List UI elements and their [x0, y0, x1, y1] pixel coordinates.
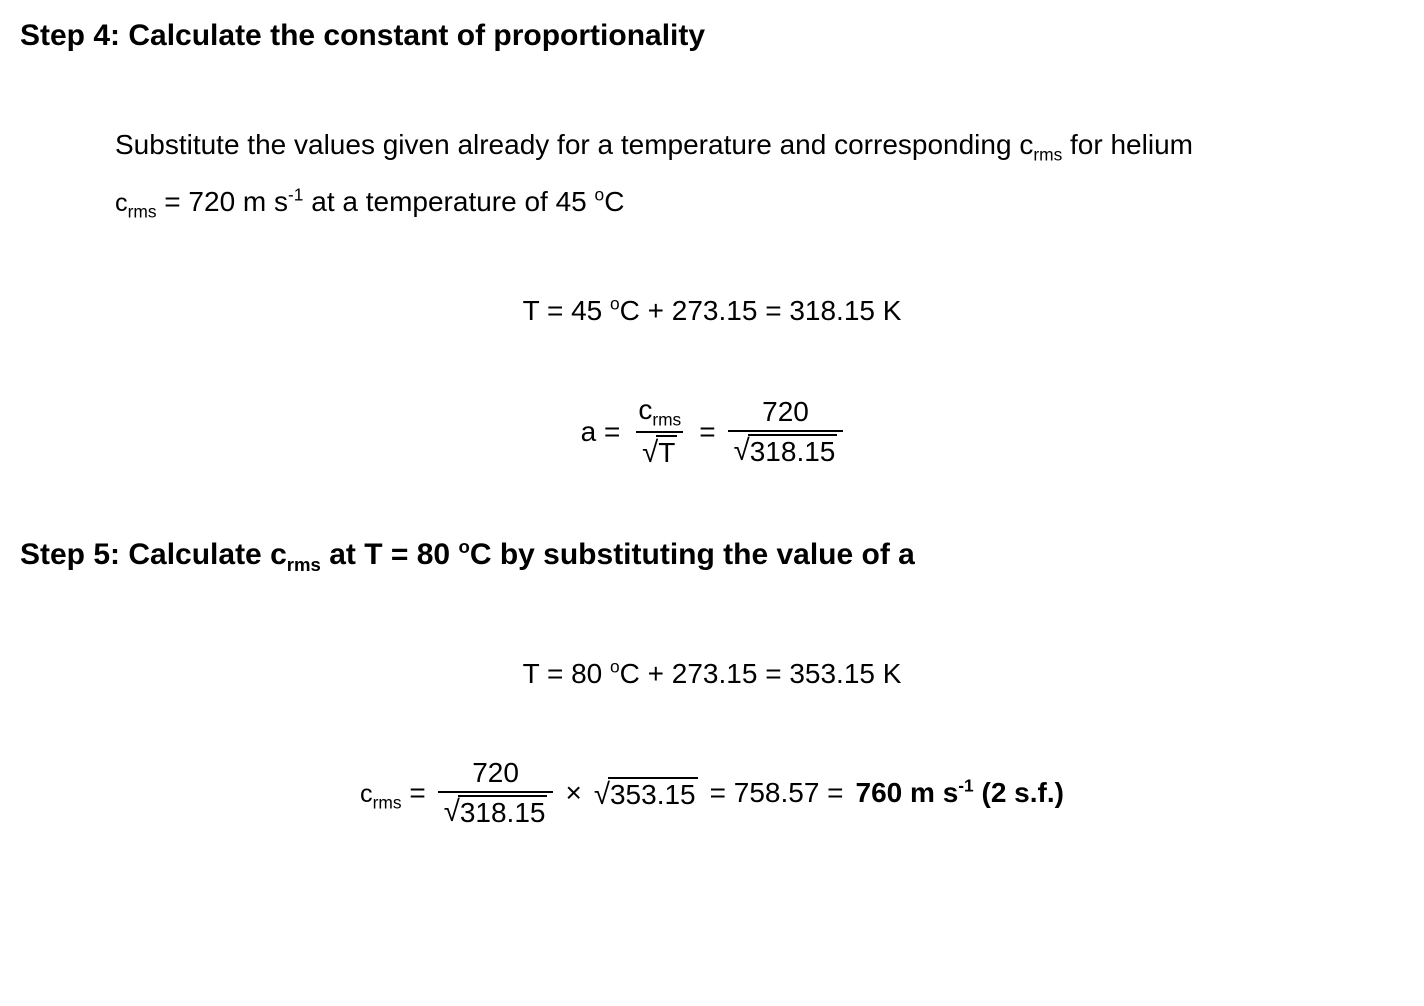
final-bold-tail: (2 s.f.): [974, 777, 1064, 808]
eq1-a: T = 45: [523, 295, 610, 326]
step4-subtext: Substitute the values given already for …: [115, 121, 1384, 170]
eq2-frac2: 720 √318.15: [728, 397, 844, 467]
given-tail: at a temperature of 45: [303, 186, 594, 217]
eq2-num2: 720: [756, 397, 815, 430]
given-unit-tail: C: [604, 186, 624, 217]
final-sqrt: 353.15: [608, 777, 698, 809]
sub-rms-4: rms: [287, 554, 321, 575]
step5-eq1: T = 80 oC + 273.15 = 353.15 K: [20, 650, 1404, 698]
eq2-den1: T: [656, 435, 677, 467]
sub-rms-5: rms: [373, 792, 402, 812]
step4-eq2: a = crms √T = 720 √318.15: [20, 395, 1404, 469]
given-c: c: [115, 189, 128, 217]
final-mul: ×: [565, 769, 581, 817]
step4-subtext-b: for helium: [1062, 129, 1193, 160]
eq2-frac1: crms √T: [632, 395, 687, 469]
sup-neg1-2: -1: [958, 776, 973, 796]
final-res: = 758.57 =: [710, 769, 844, 817]
final-frac: 720 √318.15: [438, 758, 554, 828]
step4-eq1: T = 45 oC + 273.15 = 318.15 K: [20, 287, 1404, 335]
step5-eq1-a: T = 80: [523, 658, 610, 689]
step5-eq1-b: C + 273.15 = 353.15 K: [620, 658, 902, 689]
sub-rms-3: rms: [652, 409, 681, 429]
given-rest: = 720 m s: [157, 186, 289, 217]
sup-deg-3: o: [458, 536, 469, 557]
sup-deg-4: o: [610, 657, 620, 677]
sub-rms-1: rms: [1033, 145, 1062, 165]
step5-heading-c: C by substituting the value of a: [470, 538, 915, 571]
step4-subtext-a: Substitute the values given already for …: [115, 129, 1033, 160]
sup-neg1-1: -1: [288, 185, 303, 205]
final-den: 318.15: [458, 795, 548, 827]
step5-heading: Step 5: Calculate crms at T = 80 oC by s…: [20, 529, 1404, 581]
step5-final: crms = 720 √318.15 × √353.15 = 758.57 = …: [20, 758, 1404, 828]
final-num: 720: [466, 758, 525, 791]
step4-given: crms = 720 m s-1 at a temperature of 45 …: [115, 178, 1404, 227]
sup-deg-1: o: [595, 185, 605, 205]
final-c: c: [360, 780, 373, 808]
eq2-den2: 318.15: [748, 434, 838, 466]
step5-heading-b: at T = 80: [321, 538, 459, 571]
step4-heading: Step 4: Calculate the constant of propor…: [20, 10, 1404, 61]
sup-deg-2: o: [610, 294, 620, 314]
eq2-mid: =: [699, 408, 715, 456]
final-bold: 760 m s: [856, 777, 959, 808]
final-sqrt-wrap: √353.15: [594, 777, 698, 809]
step5-heading-a: Step 5: Calculate c: [20, 538, 287, 571]
final-eq: =: [402, 777, 426, 808]
sub-rms-2: rms: [128, 202, 157, 222]
eq1-b: C + 273.15 = 318.15 K: [620, 295, 902, 326]
eq2-lhs: a =: [581, 408, 621, 456]
eq2-num1: c: [638, 394, 652, 425]
